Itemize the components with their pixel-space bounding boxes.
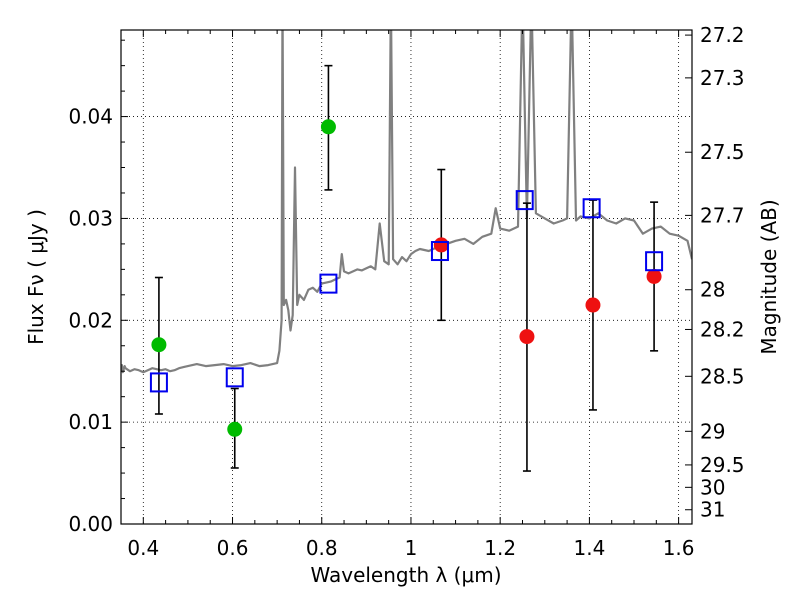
model-square-point bbox=[515, 190, 534, 211]
axis-ticks: 0.4 0.6 0.8 1 1.2 1.4 1.6 0.00 0.01 0.02 0.03 0.04 2… bbox=[68, 23, 744, 560]
points-layer bbox=[149, 119, 664, 437]
spectrum-layer bbox=[121, 30, 692, 374]
y-tick-label: 0.03 bbox=[68, 206, 113, 230]
x-tick-label: 0.8 bbox=[306, 536, 338, 560]
red-data-point bbox=[585, 297, 601, 313]
red-data-point bbox=[646, 268, 662, 284]
green-data-point bbox=[227, 421, 243, 437]
y2-tick-label: 27.7 bbox=[700, 203, 745, 227]
green-data-point bbox=[320, 119, 336, 135]
y2-tick-label: 28.5 bbox=[700, 364, 745, 388]
y-tick-label: 0.00 bbox=[68, 512, 113, 536]
model-square-point bbox=[430, 241, 449, 262]
model-square-point bbox=[225, 367, 244, 388]
x-tick-label: 0.4 bbox=[127, 536, 159, 560]
y2-tick-label: 28.2 bbox=[700, 317, 745, 341]
y2-tick-label: 27.5 bbox=[700, 140, 745, 164]
x-axis-label: Wavelength λ (μm) bbox=[310, 563, 501, 587]
x-tick-label: 1 bbox=[405, 536, 418, 560]
y2-tick-label: 27.3 bbox=[700, 66, 745, 90]
y2-axis-label: Magnitude (AB) bbox=[757, 199, 781, 354]
x-tick-label: 1.6 bbox=[663, 536, 695, 560]
y2-tick-label: 30 bbox=[700, 475, 725, 499]
model-square-point bbox=[645, 251, 664, 272]
red-data-point bbox=[433, 237, 449, 253]
y-tick-label: 0.04 bbox=[68, 105, 113, 129]
x-tick-label: 1.2 bbox=[484, 536, 516, 560]
y-tick-label: 0.01 bbox=[68, 410, 113, 434]
plot-frame bbox=[120, 29, 693, 525]
errorbar-layer bbox=[154, 64, 659, 472]
green-data-point bbox=[151, 337, 167, 353]
x-tick-label: 0.6 bbox=[217, 536, 249, 560]
spectrum-line bbox=[121, 30, 692, 374]
model-square-point bbox=[319, 273, 338, 294]
model-square-point bbox=[149, 372, 168, 393]
red-data-point bbox=[519, 329, 535, 345]
y2-tick-label: 31 bbox=[700, 498, 725, 522]
model-square-point bbox=[582, 198, 601, 219]
y2-tick-label: 29.5 bbox=[700, 453, 745, 477]
y2-tick-label: 27.2 bbox=[700, 23, 745, 47]
y-tick-label: 0.02 bbox=[68, 308, 113, 332]
y2-tick-label: 29 bbox=[700, 419, 725, 443]
grid-lines bbox=[121, 30, 692, 524]
x-tick-label: 1.4 bbox=[573, 536, 605, 560]
y2-tick-label: 28 bbox=[700, 278, 725, 302]
y-axis-label: Flux Fν ( μJy ) bbox=[24, 209, 48, 345]
